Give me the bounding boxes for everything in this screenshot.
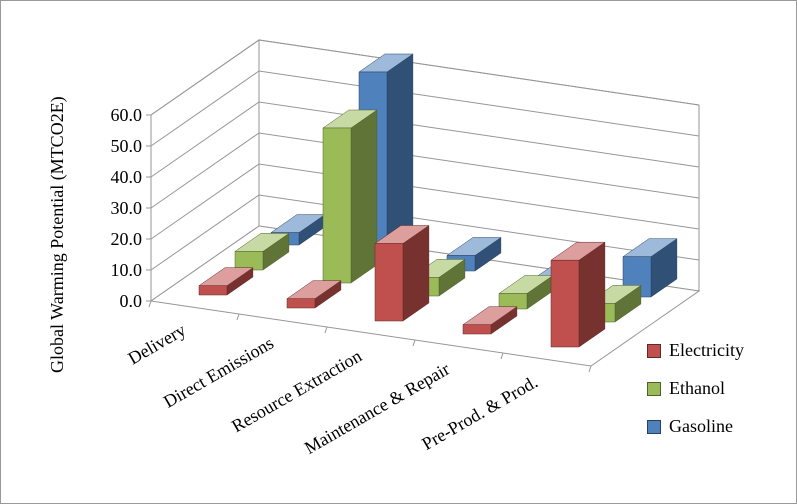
value-axis: 0.0 10.0 20.0 30.0 40.0 50.0 60.0 [111,105,152,311]
gridline-50 [150,70,700,147]
category-label-delivery: Delivery [124,320,189,369]
bar-front-face [322,127,352,284]
bar-ethanol-delivery [234,232,290,271]
bar-electricity-delivery [198,267,254,296]
value-tick-label: 40.0 [111,167,143,187]
value-tick-label: 20.0 [111,229,143,249]
category-tick [588,365,592,373]
series-electricity [198,225,606,348]
bar-electricity-resource-extraction [374,225,430,322]
bar-side-face [578,241,606,348]
category-tick [236,313,240,321]
bar-front-face [498,293,528,310]
gridline-40 [150,101,700,178]
value-tick-label: 50.0 [111,136,143,156]
legend-label-electricity: Electricity [669,340,744,360]
value-tick-label: 0.0 [120,291,143,311]
value-tick-label: 10.0 [111,260,143,280]
bar-front-face [286,298,316,309]
legend-label-gasoline: Gasoline [669,416,733,436]
bar-electricity-direct-emissions [286,280,342,309]
value-tick-label: 60.0 [111,105,143,125]
legend-item-gasoline: Gasoline [647,416,744,437]
bar-front-face [234,251,264,271]
category-tick [148,300,152,308]
legend-swatch-gasoline [647,419,661,434]
legend-swatch-ethanol [647,381,661,396]
bar-front-face [550,259,580,348]
legend-label-ethanol: Ethanol [669,378,725,398]
legend-item-ethanol: Ethanol [647,378,744,399]
gridline-10 [150,194,700,271]
y-axis-title: Global Warming Potential (MTCO2E) [47,96,67,373]
bar-electricity-maintenance-repair [462,306,518,335]
category-tick [412,339,416,347]
legend: Electricity Ethanol Gasoline [647,340,744,437]
bar-electricity-pre-prod-prod [550,241,606,348]
category-tick [324,326,328,334]
gridline-20 [150,163,700,240]
legend-item-electricity: Electricity [647,340,744,361]
bar-side-face [350,109,378,284]
gridline-60 [150,39,700,116]
gridline-30 [150,132,700,209]
legend-swatch-electricity [647,343,661,358]
bar-front-face [374,243,404,322]
bar-front-face [462,324,492,335]
bar-ethanol-direct-emissions [322,109,378,284]
bar-front-face [198,285,228,296]
category-tick [500,352,504,360]
value-tick-label: 30.0 [111,198,143,218]
